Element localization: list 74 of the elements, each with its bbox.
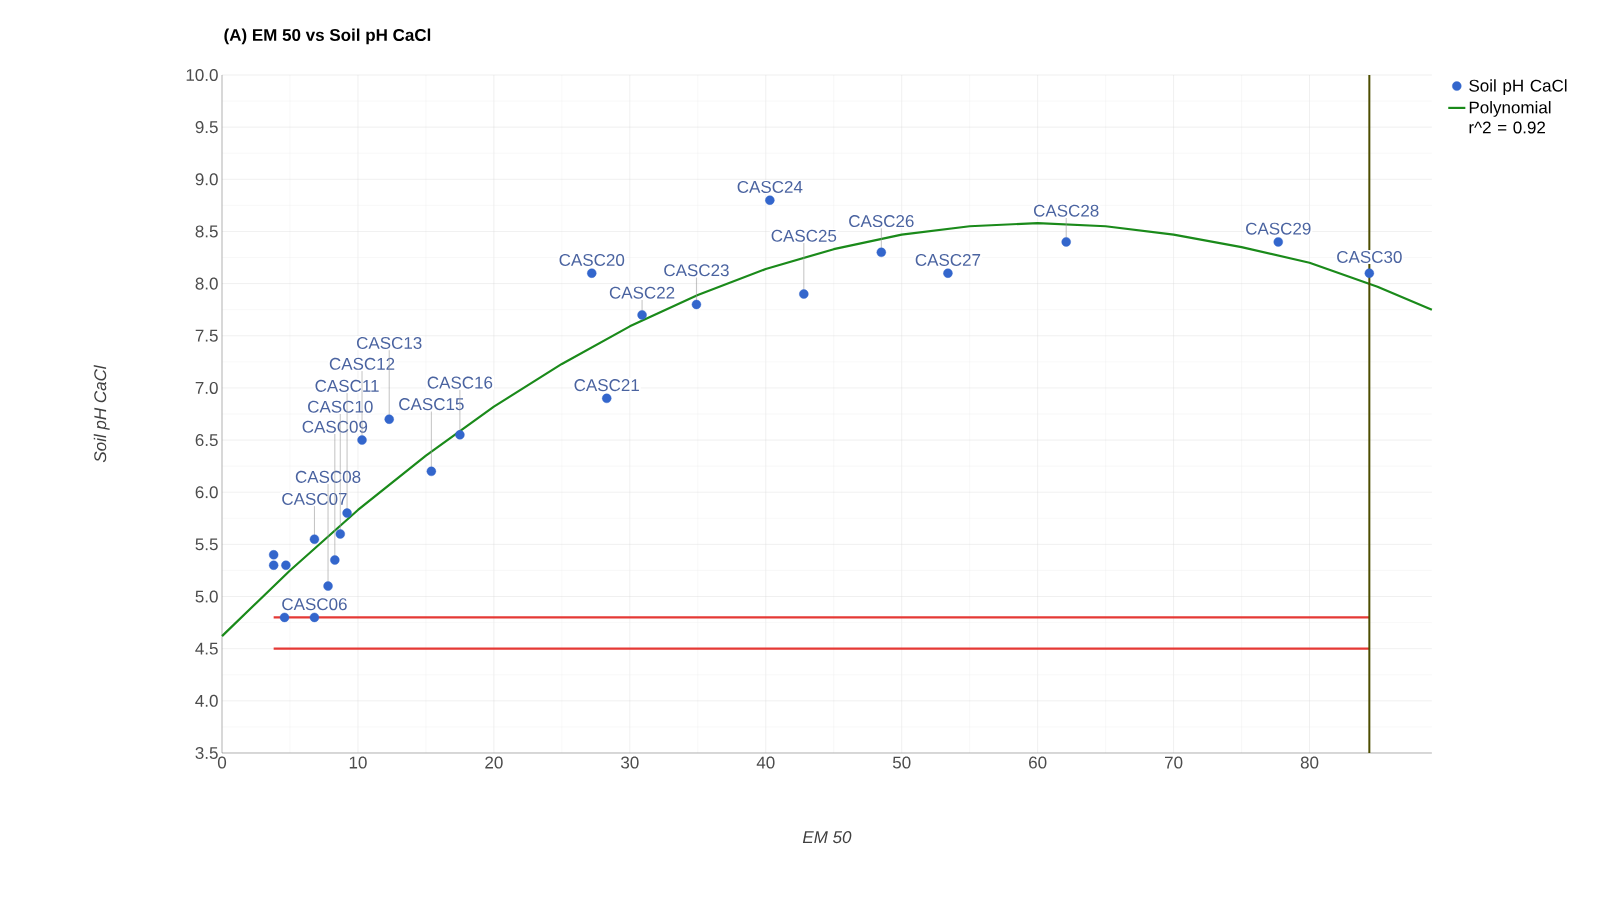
chart-title: (A) EM 50 vs Soil pH CaCl — [224, 28, 431, 45]
point — [943, 268, 953, 278]
data-label: CASC27 — [915, 253, 981, 266]
point — [876, 247, 887, 258]
x-tick-label: 70 — [1165, 756, 1183, 769]
data-label: CASC21 — [574, 379, 639, 392]
point — [309, 612, 320, 623]
y-tick-label: 9.5 — [195, 121, 218, 134]
y-tick-label: 10.0 — [186, 68, 218, 82]
point — [330, 555, 340, 565]
point — [281, 560, 291, 570]
data-label: CASC16 — [427, 376, 493, 389]
point — [323, 581, 333, 591]
data-label: CASC10 — [308, 400, 373, 413]
x-tick-label: 0 — [217, 756, 227, 769]
data-label: CASC25 — [771, 229, 837, 242]
legend-label: Polynomial r^2 = 0.92 — [1469, 101, 1551, 134]
data-label: CASC30 — [1337, 250, 1402, 263]
point — [587, 268, 597, 278]
data-label: CASC15 — [399, 398, 464, 411]
data-label: CASC09 — [302, 420, 368, 433]
point — [268, 560, 279, 570]
x-tick-label: 60 — [1029, 756, 1047, 769]
legend-label: Soil pH CaCl — [1469, 79, 1567, 96]
x-tick-label: 80 — [1300, 756, 1319, 769]
point — [268, 550, 279, 560]
y-tick-label: 4.0 — [195, 694, 218, 707]
data-label: CASC29 — [1246, 222, 1311, 235]
data-label: CASC07 — [282, 492, 347, 505]
x-axis-title: EM 50 — [802, 831, 852, 844]
y-tick-label: 4.5 — [195, 642, 218, 655]
x-tick-label: 50 — [892, 756, 911, 769]
y-tick-label: 7.5 — [195, 329, 218, 342]
y-tick-label: 8.0 — [195, 277, 218, 290]
point — [342, 508, 352, 518]
point — [765, 195, 775, 205]
data-label: CASC11 — [315, 379, 379, 392]
data-label: CASC13 — [357, 336, 422, 350]
point — [1364, 268, 1375, 278]
point — [309, 534, 320, 544]
y-tick-label: 5.5 — [195, 538, 218, 551]
x-tick-label: 10 — [349, 756, 367, 769]
y-tick-label: 6.0 — [195, 486, 218, 499]
data-label: CASC23 — [664, 264, 729, 277]
y-tick-label: 7.0 — [195, 381, 218, 394]
data-label: CASC24 — [737, 180, 803, 193]
point — [384, 414, 394, 424]
data-label: CASC12 — [329, 357, 395, 370]
data-label: CASC08 — [295, 470, 361, 483]
point — [335, 529, 345, 539]
data-label: CASC28 — [1033, 204, 1099, 217]
data-label: CASC20 — [559, 253, 625, 266]
point — [602, 393, 612, 404]
x-tick-label: 40 — [756, 756, 775, 769]
point — [455, 430, 465, 440]
y-tick-label: 3.5 — [195, 746, 218, 760]
point — [357, 435, 367, 445]
point — [637, 310, 647, 320]
y-tick-label: 6.5 — [195, 434, 218, 447]
point — [799, 289, 809, 299]
y-tick-label: 8.5 — [195, 225, 218, 238]
data-label: CASC26 — [849, 215, 914, 228]
data-label: CASC22 — [609, 286, 675, 299]
point — [426, 466, 437, 477]
point — [1273, 237, 1283, 247]
point — [279, 612, 290, 623]
x-tick-label: 30 — [621, 756, 639, 769]
y-axis-title: Soil pH CaCl — [93, 364, 110, 463]
y-tick-label: 9.0 — [195, 173, 218, 186]
data-label: CASC06 — [282, 598, 347, 611]
point — [1061, 237, 1071, 247]
point — [691, 299, 702, 310]
y-tick-label: 5.0 — [195, 590, 218, 603]
x-tick-label: 20 — [485, 756, 503, 769]
